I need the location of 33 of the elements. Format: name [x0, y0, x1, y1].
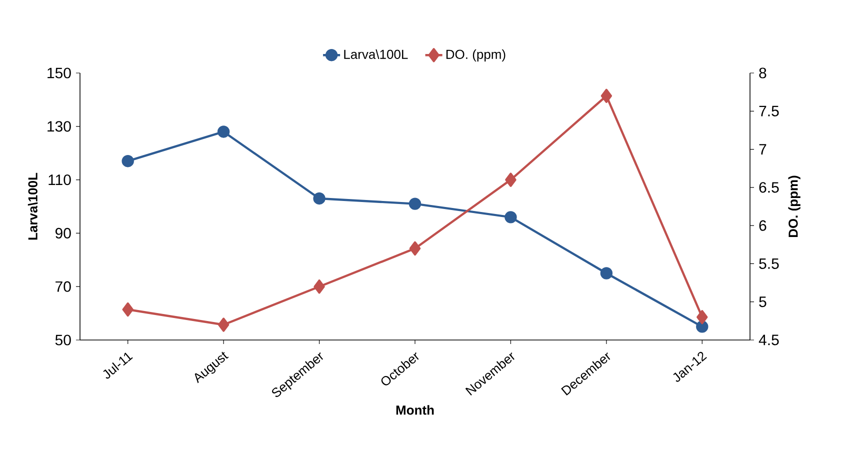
point	[218, 318, 230, 332]
point	[217, 126, 230, 138]
point	[122, 302, 134, 317]
legend-label: Larva\100L	[344, 49, 408, 59]
y2-tick-label: 7.5	[759, 106, 779, 116]
y-tick-label: 110	[48, 174, 71, 186]
point	[314, 280, 325, 294]
y-tick-label: 150	[48, 68, 71, 78]
y2-tick-label: 8	[759, 68, 766, 78]
point	[600, 88, 612, 103]
point	[504, 211, 517, 224]
y-tick-label: 50	[55, 334, 71, 346]
point	[696, 320, 708, 333]
point	[409, 241, 421, 256]
y-tick-label: 130	[48, 121, 71, 132]
y2-axis-title: DO. (ppm)	[788, 176, 800, 238]
y2-tick-label: 6	[759, 220, 766, 231]
x-axis-title: Month	[396, 405, 434, 415]
point	[600, 267, 613, 280]
point	[313, 192, 326, 205]
point	[505, 172, 516, 187]
y2-tick-label: 4.5	[758, 334, 779, 346]
y2-tick-label: 6.5	[759, 182, 779, 193]
point	[408, 198, 422, 210]
y2-tick-label: 5.5	[759, 258, 779, 269]
legend-label: DO. (ppm)	[446, 49, 506, 62]
point	[696, 310, 708, 324]
y-tick-label: 90	[55, 228, 71, 239]
y-axis-title: Larva\100L	[28, 172, 38, 240]
y-tick-label: 70	[56, 281, 71, 292]
y2-tick-label: 7	[759, 144, 766, 154]
point	[122, 155, 134, 168]
y2-tick-label: 5	[759, 296, 766, 308]
